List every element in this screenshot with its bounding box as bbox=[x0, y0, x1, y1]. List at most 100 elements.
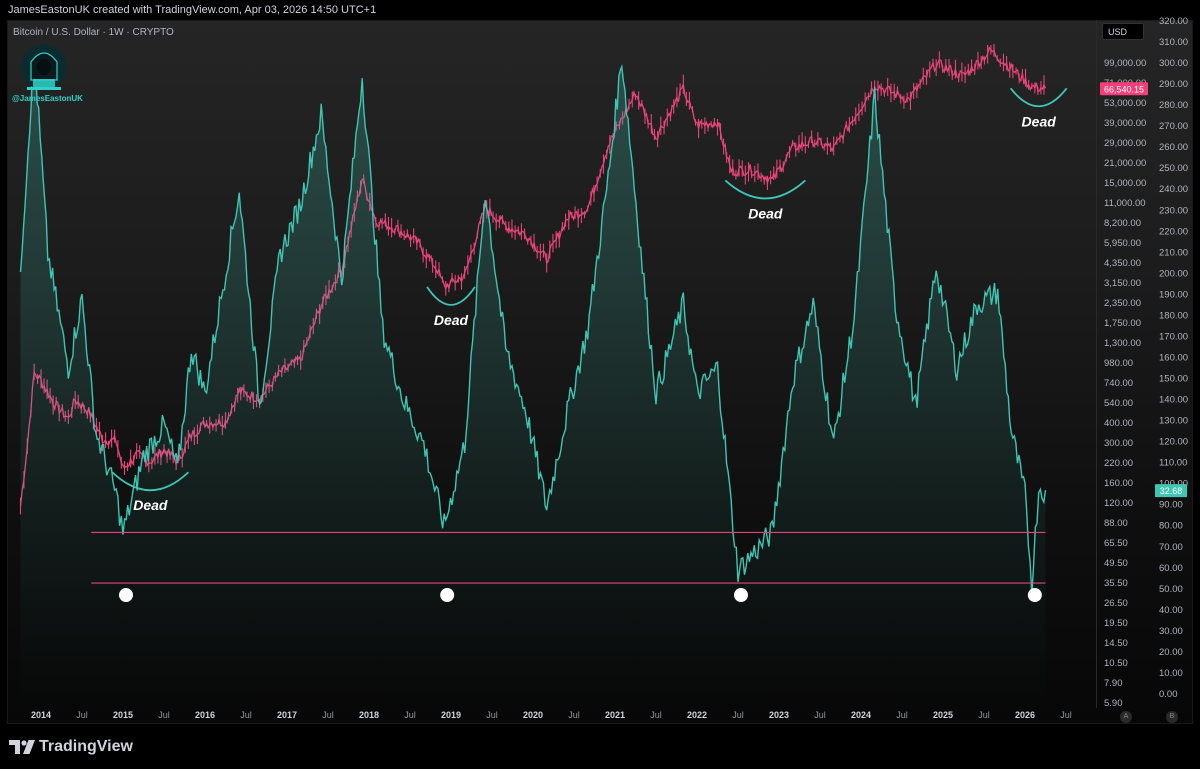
bottom-marker-dot bbox=[440, 588, 455, 603]
scale-a-button[interactable]: A bbox=[1120, 711, 1132, 723]
price-axis-label: 8,200.00 bbox=[1104, 218, 1141, 229]
price-axis-label: 3,150.00 bbox=[1104, 278, 1141, 289]
author-logo-icon bbox=[13, 42, 75, 104]
currency-selector[interactable]: USD bbox=[1102, 23, 1144, 40]
osc-axis-label: 50.00 bbox=[1159, 584, 1183, 595]
price-axis-label: 160.00 bbox=[1104, 478, 1133, 489]
osc-axis-label: 230.00 bbox=[1159, 205, 1188, 216]
tradingview-logo[interactable]: TradingView bbox=[9, 737, 133, 757]
x-tick-label: 2025 bbox=[933, 710, 953, 720]
price-axis-label: 5,950.00 bbox=[1104, 238, 1141, 249]
price-axis-label: 29,000.00 bbox=[1104, 138, 1146, 149]
price-axis-label: 65.50 bbox=[1104, 538, 1128, 549]
price-axis-label: 19.50 bbox=[1104, 618, 1128, 629]
x-tick-label: Jul bbox=[896, 710, 908, 720]
x-tick-label: 2022 bbox=[687, 710, 707, 720]
osc-axis-label: 180.00 bbox=[1159, 310, 1188, 321]
scale-b-button[interactable]: B bbox=[1166, 711, 1178, 723]
price-axis-label: 7.90 bbox=[1104, 678, 1123, 689]
x-tick-label: 2021 bbox=[605, 710, 625, 720]
x-tick-label: 2017 bbox=[277, 710, 297, 720]
x-tick-label: Jul bbox=[1060, 710, 1072, 720]
attribution-text: JamesEastonUK created with TradingView.c… bbox=[8, 4, 377, 16]
x-tick-label: Jul bbox=[978, 710, 990, 720]
osc-last-badge bbox=[1155, 484, 1187, 498]
price-axis-label: 21,000.00 bbox=[1104, 158, 1146, 169]
price-axis-label: 49.50 bbox=[1104, 558, 1128, 569]
osc-axis-label: 60.00 bbox=[1159, 563, 1183, 574]
osc-axis-label: 290.00 bbox=[1159, 79, 1188, 90]
price-axis-label: 5.90 bbox=[1104, 698, 1123, 709]
dead-arc bbox=[426, 286, 476, 306]
osc-axis-label: 110.00 bbox=[1159, 458, 1187, 469]
osc-axis-label: 120.00 bbox=[1159, 437, 1188, 448]
x-tick-label: Jul bbox=[76, 710, 88, 720]
price-axis-label: 540.00 bbox=[1104, 398, 1133, 409]
price-last-badge bbox=[1100, 82, 1148, 96]
osc-axis-label: 130.00 bbox=[1159, 416, 1188, 427]
x-tick-label: Jul bbox=[404, 710, 416, 720]
x-tick-label: 2014 bbox=[31, 710, 51, 720]
osc-axis-label: 140.00 bbox=[1159, 395, 1188, 406]
osc-axis-label: 80.00 bbox=[1159, 521, 1183, 532]
osc-axis-label: 200.00 bbox=[1159, 268, 1188, 279]
osc-axis-label: 30.00 bbox=[1159, 626, 1183, 637]
x-tick-label: 2020 bbox=[523, 710, 543, 720]
osc-axis-label: 20.00 bbox=[1159, 647, 1183, 658]
osc-axis-label: 310.00 bbox=[1159, 37, 1188, 48]
osc-area bbox=[20, 50, 1046, 701]
osc-axis-label: 210.00 bbox=[1159, 247, 1188, 258]
dead-label: Dead bbox=[1022, 113, 1057, 129]
bottom-marker-dot bbox=[119, 588, 133, 603]
price-axis-label: 26.50 bbox=[1104, 598, 1128, 609]
osc-axis-label: 190.00 bbox=[1159, 289, 1188, 300]
x-tick-label: 2019 bbox=[441, 710, 461, 720]
x-tick-label: Jul bbox=[486, 710, 498, 720]
x-tick-label: Jul bbox=[568, 710, 580, 720]
osc-line bbox=[19, 50, 1047, 595]
author-badge: @JamesEastonUK bbox=[12, 94, 83, 103]
osc-axis-label: 260.00 bbox=[1159, 142, 1188, 153]
dead-arc bbox=[1009, 87, 1068, 107]
price-axis-label: 53,000.00 bbox=[1104, 98, 1146, 109]
x-tick-label: Jul bbox=[322, 710, 334, 720]
price-axis-label: 220.00 bbox=[1104, 458, 1133, 469]
tradingview-icon bbox=[9, 740, 35, 754]
x-tick-label: 2016 bbox=[195, 710, 215, 720]
osc-axis-label: 70.00 bbox=[1159, 542, 1183, 553]
price-axis-label: 88.00 bbox=[1104, 518, 1128, 529]
price-axis-label: 39,000.00 bbox=[1104, 118, 1146, 129]
dead-arc bbox=[724, 179, 806, 200]
osc-axis-label: 40.00 bbox=[1159, 605, 1183, 616]
osc-axis-label: 320.00 bbox=[1159, 16, 1188, 27]
x-tick-label: Jul bbox=[240, 710, 252, 720]
osc-axis-label: 150.00 bbox=[1159, 374, 1188, 385]
price-axis-label: 980.00 bbox=[1104, 358, 1133, 369]
osc-axis-label: 90.00 bbox=[1159, 500, 1183, 511]
osc-axis-label: 220.00 bbox=[1159, 226, 1188, 237]
price-axis-label: 740.00 bbox=[1104, 378, 1133, 389]
osc-axis-label: 240.00 bbox=[1159, 184, 1188, 195]
x-tick-label: Jul bbox=[732, 710, 744, 720]
osc-axis-label: 250.00 bbox=[1159, 163, 1188, 174]
price-axis-label: 1,750.00 bbox=[1104, 318, 1141, 329]
price-last-value: 66,540.15 bbox=[1104, 84, 1144, 94]
price-axis-label: 120.00 bbox=[1104, 498, 1133, 509]
bottom-marker-dot bbox=[1027, 588, 1042, 603]
price-axis-label: 15,000.00 bbox=[1104, 178, 1146, 189]
price-axis-label: 400.00 bbox=[1104, 418, 1133, 429]
x-tick-label: Jul bbox=[158, 710, 170, 720]
osc-axis-label: 280.00 bbox=[1159, 100, 1188, 111]
x-tick-label: Jul bbox=[650, 710, 662, 720]
x-tick-label: Jul bbox=[814, 710, 826, 720]
x-tick-label: 2015 bbox=[113, 710, 133, 720]
dead-label: Dead bbox=[748, 205, 783, 221]
price-axis-label: 99,000.00 bbox=[1104, 58, 1146, 69]
symbol-title[interactable]: Bitcoin / U.S. Dollar · 1W · CRYPTO bbox=[13, 27, 174, 38]
footer-bar bbox=[0, 724, 1200, 769]
price-axis-label: 300.00 bbox=[1104, 438, 1133, 449]
price-axis-label: 35.50 bbox=[1104, 578, 1128, 589]
dead-arc bbox=[111, 471, 189, 492]
price-axis-label: 14.50 bbox=[1104, 638, 1128, 649]
